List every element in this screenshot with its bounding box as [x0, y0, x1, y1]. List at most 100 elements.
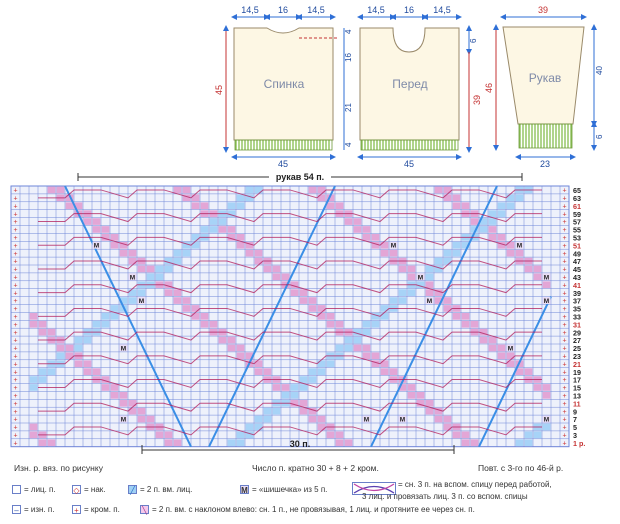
bobble-mark: M	[517, 243, 522, 250]
legend-cable-line1: = сн. 3 п. на вспом. спицу перед работой…	[398, 480, 552, 489]
edge-stitch-mark: +	[13, 211, 17, 218]
edge-stitch-mark: +	[13, 338, 17, 345]
row-number: 23	[573, 352, 581, 361]
bobble-mark: M	[130, 274, 135, 281]
row-number: 31	[573, 320, 581, 329]
edge-stitch-mark: +	[562, 354, 566, 361]
bobble-mark: M	[544, 274, 549, 281]
legend-bobble: M = «шишечка» из 5 п.	[240, 485, 328, 496]
knit-symbol	[12, 485, 21, 495]
row-number: 15	[573, 384, 581, 393]
edge-stitch-mark: +	[562, 440, 566, 447]
k2tog-symbol: ╱	[128, 485, 137, 495]
row-number: 7	[573, 415, 577, 424]
back-total-height: 45	[214, 85, 224, 95]
legend-k2tog: ╱ = 2 п. вм. лиц.	[128, 485, 192, 495]
row-number: 17	[573, 376, 581, 385]
row-number: 45	[573, 265, 581, 274]
edge-stitch-mark: +	[562, 188, 566, 195]
edge-stitch-mark: +	[562, 306, 566, 313]
bobble-mark: M	[391, 243, 396, 250]
edge-stitch-mark: +	[13, 219, 17, 226]
back-label: Спинка	[264, 77, 305, 91]
bobble-mark: M	[544, 298, 549, 305]
edge-stitch-mark: +	[562, 251, 566, 258]
cable-row-line	[38, 284, 542, 294]
edge-stitch-mark: +	[13, 267, 17, 274]
edge-stitch-mark: +	[562, 235, 566, 242]
edge-stitch-mark: +	[562, 433, 566, 440]
sleeve-side-dim-1: 40	[595, 66, 604, 75]
edge-stitch-mark: +	[13, 306, 17, 313]
row-number: 3	[573, 431, 577, 440]
row-number: 63	[573, 194, 581, 203]
edge-stitch-mark: +	[562, 346, 566, 353]
row-number: 43	[573, 273, 581, 282]
cable-row-line	[38, 236, 542, 246]
row-number: 57	[573, 218, 581, 227]
cable-row-line	[38, 260, 542, 270]
bobble-mark: M	[94, 243, 99, 250]
edge-stitch-mark: +	[13, 433, 17, 440]
edge-stitch-mark: +	[562, 314, 566, 321]
edge-stitch-mark: +	[13, 314, 17, 321]
edge-stitch-mark: +	[13, 322, 17, 329]
cable-row-line	[38, 189, 542, 199]
bobble-mark: M	[544, 417, 549, 424]
row-number: 11	[573, 399, 581, 408]
back-side-dim-2: 16	[344, 53, 353, 62]
legend-yo: ◇ = нак.	[72, 485, 106, 496]
row-number: 21	[573, 360, 581, 369]
edge-stitch-mark: +	[13, 409, 17, 416]
edge-stitch-mark: +	[13, 361, 17, 368]
edge-stitch-mark: +	[13, 330, 17, 337]
cable-row-line	[38, 213, 542, 223]
row-number: 1 р.	[573, 439, 585, 448]
cable-row-line	[38, 331, 542, 341]
back-top-width-mid: 16	[278, 5, 288, 15]
legend-ssk: ╲ = 2 п. вм. с наклоном влево: сн. 1 п., …	[140, 505, 475, 515]
edge-stitch-mark: +	[562, 259, 566, 266]
edge-stitch-mark: +	[562, 385, 566, 392]
edge-stitch-mark: +	[562, 377, 566, 384]
row-number: 53	[573, 234, 581, 243]
row-number: 37	[573, 297, 581, 306]
edge-stitch-mark: +	[13, 227, 17, 234]
edge-stitch-mark: +	[562, 298, 566, 305]
row-number: 33	[573, 313, 581, 322]
front-top-width-mid: 16	[404, 5, 414, 15]
legend-knit: = лиц. п.	[12, 485, 56, 495]
garment-schematic: 14,5 16 14,5 45 4 16 21 4 Спинка 45 14,5…	[214, 5, 604, 169]
edge-stitch-mark: +	[562, 290, 566, 297]
sleeve-stitch-label: рукав 54 п.	[276, 172, 324, 182]
row-number: 59	[573, 210, 581, 219]
edge-stitch-mark: +	[562, 330, 566, 337]
bobble-mark: M	[400, 417, 405, 424]
ssk-symbol: ╲	[140, 505, 149, 515]
cable-row-line	[38, 402, 542, 412]
edge-stitch-mark: +	[13, 298, 17, 305]
row-number: 35	[573, 305, 581, 314]
edge-stitch-mark: +	[13, 243, 17, 250]
caption-repeat: Повт. с 3-го по 46-й р.	[478, 463, 564, 473]
cable-row-line	[38, 379, 542, 389]
edge-stitch-mark: +	[562, 369, 566, 376]
bobble-mark: M	[418, 274, 423, 281]
row-number: 65	[573, 186, 581, 195]
front-label: Перед	[392, 77, 427, 91]
edge-stitch-mark: +	[562, 219, 566, 226]
edge-stitch-mark: +	[13, 393, 17, 400]
edge-stitch-mark: +	[562, 267, 566, 274]
edge-stitch-mark: +	[562, 196, 566, 203]
edge-stitch-mark: +	[13, 203, 17, 210]
front-bottom-width: 45	[404, 159, 414, 169]
bobble-symbol: M	[240, 485, 249, 496]
cable-row-line	[38, 426, 542, 436]
edge-stitch-mark: +	[13, 354, 17, 361]
back-bottom-width: 45	[278, 159, 288, 169]
bobble-mark: M	[508, 345, 513, 352]
caption-wrong-side: Изн. р. вяз. по рисунку	[14, 463, 103, 473]
bobble-mark: M	[139, 298, 144, 305]
sleeve-total-height: 46	[484, 83, 494, 93]
